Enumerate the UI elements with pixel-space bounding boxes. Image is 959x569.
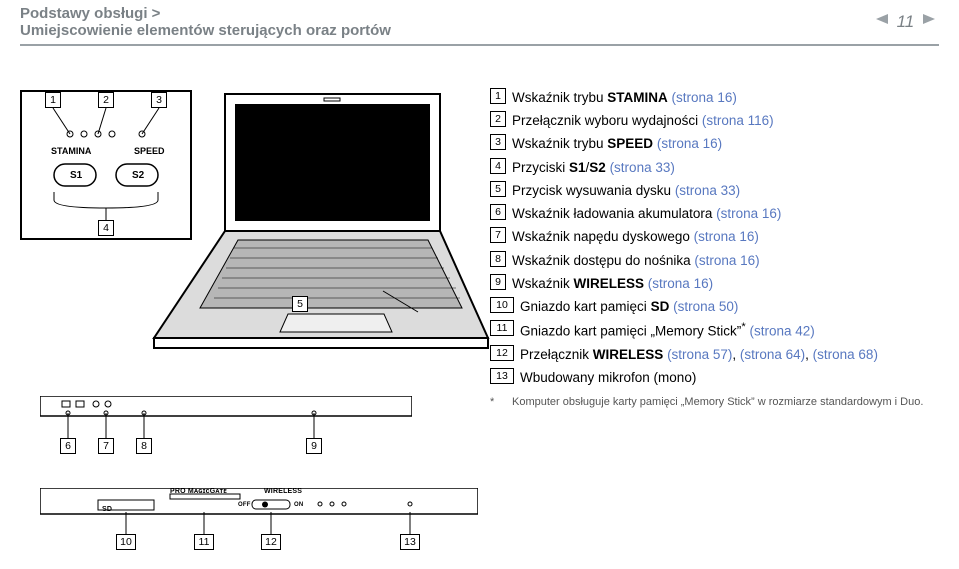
laptop-diagram: 5 STAMINA SPEED bbox=[20, 70, 480, 490]
slot-diagram: SD PRO MᴀɢɪᴄGᴀᴛᴇ WIRELESS OFF ON 10 11 1… bbox=[40, 488, 478, 564]
link-page-68[interactable]: (strona 68) bbox=[813, 347, 878, 362]
magicgate-label: PRO MᴀɢɪᴄGᴀᴛᴇ bbox=[170, 488, 227, 495]
link-page-16[interactable]: (strona 16) bbox=[716, 206, 781, 221]
list-item: 10Gniazdo kart pamięci SD (strona 50) bbox=[490, 295, 939, 318]
link-page-16[interactable]: (strona 16) bbox=[672, 90, 737, 105]
callout-box-2: 2 bbox=[98, 92, 114, 108]
link-page-33[interactable]: (strona 33) bbox=[610, 160, 675, 175]
callout-list: 1Wskaźnik trybu STAMINA (strona 16) 2Prz… bbox=[490, 86, 939, 410]
s1-label: S1 bbox=[70, 170, 82, 181]
prev-page-icon[interactable] bbox=[876, 13, 888, 25]
page-number: 11 bbox=[897, 12, 915, 31]
callout-1: 1 bbox=[490, 88, 506, 104]
footnote: *Komputer obsługuje karty pamięci „Memor… bbox=[512, 395, 939, 410]
callout-box-12: 12 bbox=[261, 534, 281, 550]
link-page-16[interactable]: (strona 16) bbox=[657, 136, 722, 151]
callout-box-9: 9 bbox=[306, 438, 322, 454]
callout-box-6: 6 bbox=[60, 438, 76, 454]
callout-11: 11 bbox=[490, 320, 514, 336]
callout-2: 2 bbox=[490, 111, 506, 127]
link-page-50[interactable]: (strona 50) bbox=[673, 299, 738, 314]
list-item: 7Wskaźnik napędu dyskowego (strona 16) bbox=[490, 225, 939, 248]
on-label: ON bbox=[294, 502, 303, 508]
callout-13: 13 bbox=[490, 368, 514, 384]
callout-box-4: 4 bbox=[98, 220, 114, 236]
callout-5: 5 bbox=[490, 181, 506, 197]
stamina-label: STAMINA bbox=[51, 146, 91, 156]
list-item: 12Przełącznik WIRELESS (strona 57), (str… bbox=[490, 343, 939, 366]
callout-12: 12 bbox=[490, 345, 514, 361]
link-page-64[interactable]: (strona 64) bbox=[740, 347, 805, 362]
callout-8: 8 bbox=[490, 251, 506, 267]
callout-box-3: 3 bbox=[151, 92, 167, 108]
callout-6: 6 bbox=[490, 204, 506, 220]
list-item: 11Gniazdo kart pamięci „Memory Stick”* (… bbox=[490, 318, 939, 343]
control-panel-inset: STAMINA SPEED S1 S2 1 2 3 4 bbox=[20, 90, 192, 240]
list-item: 2Przełącznik wyboru wydajności (strona 1… bbox=[490, 109, 939, 132]
list-item: 1Wskaźnik trybu STAMINA (strona 16) bbox=[490, 86, 939, 109]
callout-4: 4 bbox=[490, 158, 506, 174]
breadcrumb-l2: Umiejscowienie elementów sterujących ora… bbox=[20, 23, 939, 40]
callout-box-8: 8 bbox=[136, 438, 152, 454]
callout-box-5: 5 bbox=[292, 296, 308, 312]
breadcrumb: Podstawy obsługi > Umiejscowienie elemen… bbox=[20, 6, 939, 39]
list-item: 9Wskaźnik WIRELESS (strona 16) bbox=[490, 272, 939, 295]
off-label: OFF bbox=[238, 502, 251, 508]
list-item: 3Wskaźnik trybu SPEED (strona 16) bbox=[490, 132, 939, 155]
wireless-label: WIRELESS bbox=[264, 488, 302, 495]
link-page-16[interactable]: (strona 16) bbox=[694, 229, 759, 244]
callout-9: 9 bbox=[490, 274, 506, 290]
link-page-16[interactable]: (strona 16) bbox=[648, 276, 713, 291]
callout-10: 10 bbox=[490, 297, 514, 313]
sd-label: SD bbox=[102, 506, 112, 513]
list-item: 5Przycisk wysuwania dysku (strona 33) bbox=[490, 179, 939, 202]
page-number-nav: 11 bbox=[872, 12, 939, 32]
callout-box-1: 1 bbox=[45, 92, 61, 108]
callout-box-13: 13 bbox=[400, 534, 420, 550]
link-page-16[interactable]: (strona 16) bbox=[694, 253, 759, 268]
callout-box-11: 11 bbox=[194, 534, 214, 550]
list-item: 4Przyciski S1/S2 (strona 33) bbox=[490, 156, 939, 179]
link-page-57[interactable]: (strona 57) bbox=[667, 347, 732, 362]
laptop-front-edge: 6 7 8 9 bbox=[40, 396, 412, 478]
page-header: Podstawy obsługi > Umiejscowienie elemen… bbox=[20, 6, 939, 46]
callout-box-7: 7 bbox=[98, 438, 114, 454]
list-item: 6Wskaźnik ładowania akumulatora (strona … bbox=[490, 202, 939, 225]
next-page-icon[interactable] bbox=[923, 13, 935, 25]
breadcrumb-l1: Podstawy obsługi > bbox=[20, 5, 160, 22]
speed-label: SPEED bbox=[134, 146, 165, 156]
link-page-33[interactable]: (strona 33) bbox=[675, 183, 740, 198]
link-page-42[interactable]: (strona 42) bbox=[749, 324, 814, 339]
callout-3: 3 bbox=[490, 134, 506, 150]
callout-box-10: 10 bbox=[116, 534, 136, 550]
s2-label: S2 bbox=[132, 170, 144, 181]
link-page-116[interactable]: (strona 116) bbox=[702, 113, 774, 128]
list-item: 8Wskaźnik dostępu do nośnika (strona 16) bbox=[490, 249, 939, 272]
callout-7: 7 bbox=[490, 227, 506, 243]
list-item: 13Wbudowany mikrofon (mono) bbox=[490, 366, 939, 389]
